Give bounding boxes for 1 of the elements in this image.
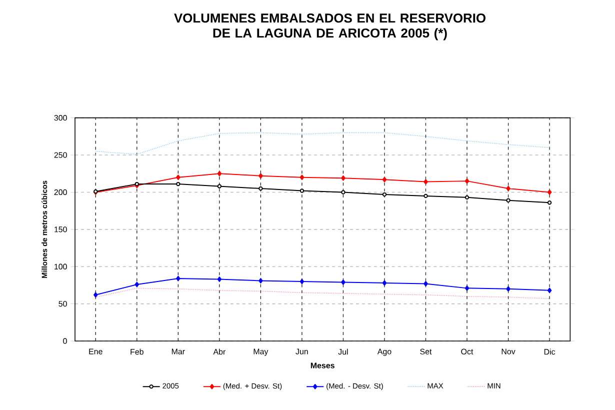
chart-title: VOLUMENES EMBALSADOS EN EL RESERVORIO DE LA LAGUNA DE ARICOTA 2005 (*) [174,14,486,40]
